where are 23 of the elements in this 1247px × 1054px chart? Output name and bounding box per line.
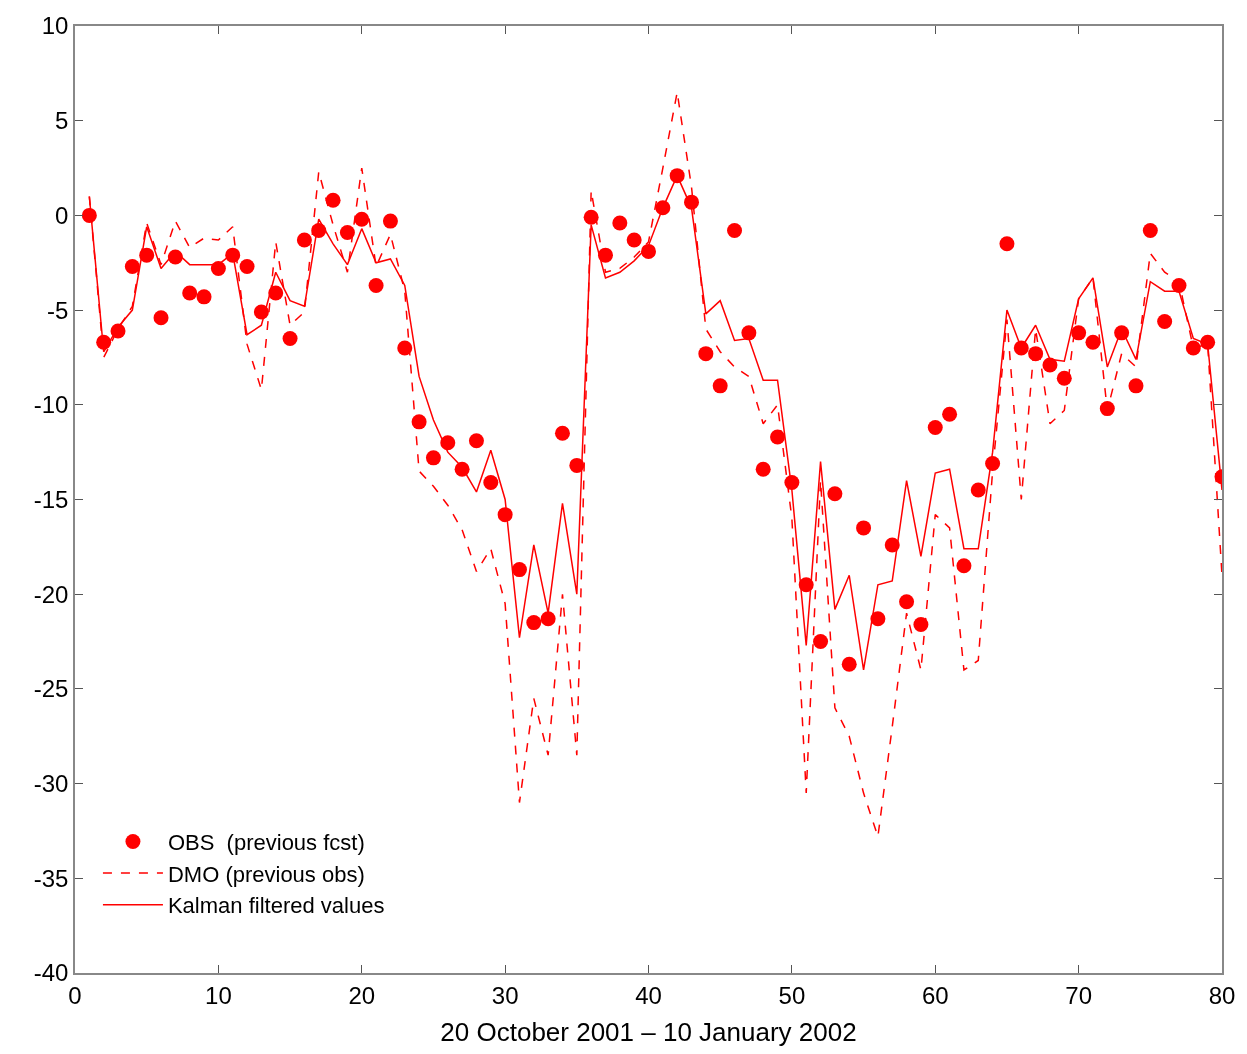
y-tick-label: -5 <box>47 296 69 324</box>
x-tick-label: 50 <box>778 981 806 1009</box>
x-tick-label: 20 <box>348 981 376 1009</box>
y-tick-label: -30 <box>33 770 69 797</box>
y-tick-label: -40 <box>33 959 69 987</box>
legend-label: OBS (previous fcst) <box>167 830 365 856</box>
y-tick-label: 5 <box>55 107 69 135</box>
x-tick-label: 30 <box>491 981 519 1009</box>
x-tick-label: 70 <box>1065 981 1092 1009</box>
x-tick-label: 60 <box>921 981 949 1009</box>
legend-label: DMO (previous obs) <box>167 861 365 887</box>
y-tick-label: -20 <box>33 580 69 608</box>
y-tick-label: -10 <box>33 391 69 419</box>
y-tick-label: -15 <box>33 485 69 513</box>
y-tick-label: 10 <box>41 12 69 40</box>
y-tick-label: -35 <box>33 864 69 892</box>
y-tick-label: -25 <box>33 675 69 703</box>
x-axis-title: 20 October 2001 – 10 January 2002 <box>440 1016 857 1047</box>
legend-label: Kalman filtered values <box>167 893 385 919</box>
y-tick-label: 0 <box>55 201 69 229</box>
x-tick-label: 40 <box>635 981 662 1009</box>
x-tick-label: 10 <box>205 981 232 1009</box>
x-tick-label: 80 <box>1208 981 1236 1009</box>
